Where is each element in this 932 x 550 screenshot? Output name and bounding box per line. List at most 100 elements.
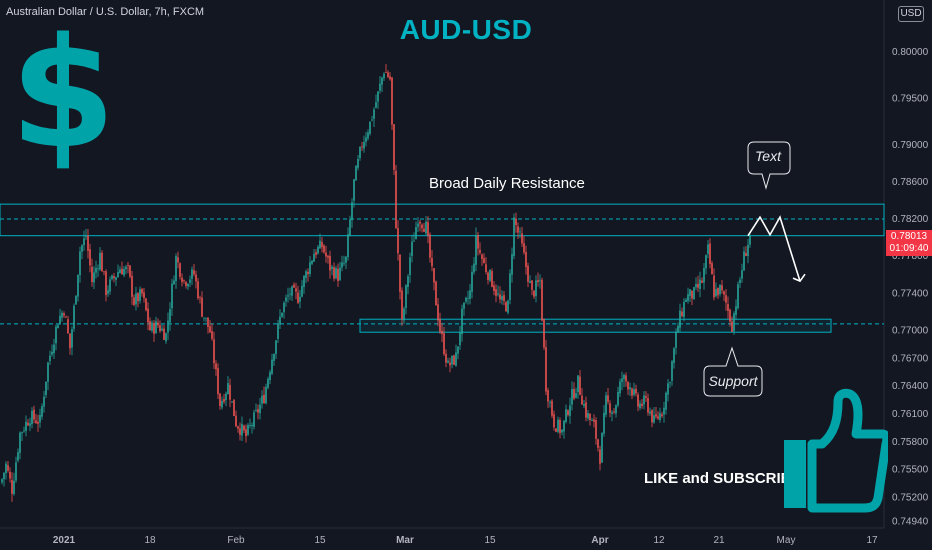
candle bbox=[295, 288, 297, 292]
candle bbox=[7, 465, 9, 471]
candle bbox=[131, 275, 133, 297]
candle bbox=[211, 331, 213, 339]
candle bbox=[143, 292, 145, 299]
candle bbox=[643, 395, 645, 405]
candle bbox=[349, 219, 351, 236]
candle bbox=[47, 362, 49, 382]
candle bbox=[649, 411, 651, 414]
candle bbox=[85, 236, 87, 238]
candle bbox=[437, 304, 439, 321]
candle bbox=[39, 414, 41, 423]
candle bbox=[727, 304, 729, 311]
candle bbox=[225, 393, 227, 401]
candle bbox=[541, 279, 543, 321]
last-price-tag: 0.78013 01:09:40 bbox=[886, 230, 932, 256]
candle bbox=[429, 234, 431, 258]
candle bbox=[255, 409, 257, 411]
y-tick-label: 0.78200 bbox=[892, 214, 929, 225]
candle bbox=[641, 403, 643, 406]
candle bbox=[477, 235, 479, 249]
candle bbox=[155, 321, 157, 334]
y-tick-label: 0.74940 bbox=[892, 517, 929, 528]
candle bbox=[433, 268, 435, 283]
candle bbox=[737, 284, 739, 309]
candle bbox=[329, 255, 331, 271]
candle bbox=[509, 273, 511, 300]
candle bbox=[53, 344, 55, 354]
candle bbox=[115, 277, 117, 280]
candle bbox=[237, 426, 239, 429]
candle bbox=[271, 359, 273, 374]
candle bbox=[361, 146, 363, 148]
candle bbox=[655, 414, 657, 417]
candle bbox=[443, 333, 445, 355]
candle bbox=[669, 382, 671, 384]
candle bbox=[159, 325, 161, 332]
candle bbox=[41, 406, 43, 417]
candle bbox=[705, 255, 707, 269]
y-tick-label: 0.75800 bbox=[892, 437, 929, 448]
candle bbox=[719, 284, 721, 295]
time-axis: 2021 18 Feb 15 Mar 15 Apr 12 21 May 17 bbox=[53, 535, 878, 546]
candle bbox=[285, 297, 287, 302]
y-tick-label: 0.78600 bbox=[892, 177, 929, 188]
currency-badge[interactable]: USD bbox=[898, 6, 924, 22]
candle bbox=[17, 452, 19, 461]
candle bbox=[331, 266, 333, 269]
candle bbox=[351, 202, 353, 220]
candle bbox=[87, 235, 89, 251]
candle bbox=[297, 292, 299, 303]
candle bbox=[229, 384, 231, 400]
candle bbox=[543, 319, 545, 348]
candle bbox=[633, 389, 635, 395]
candle bbox=[185, 282, 187, 286]
candle bbox=[529, 281, 531, 283]
candle bbox=[135, 293, 137, 305]
candle bbox=[91, 266, 93, 283]
candle bbox=[609, 403, 611, 413]
candle bbox=[321, 241, 323, 248]
candle bbox=[183, 280, 185, 282]
candle bbox=[89, 249, 91, 266]
candle bbox=[707, 244, 709, 254]
candle bbox=[99, 252, 101, 270]
candle bbox=[597, 439, 599, 448]
candle bbox=[335, 268, 337, 279]
candle bbox=[397, 228, 399, 254]
candle bbox=[453, 355, 455, 365]
candle bbox=[149, 321, 151, 331]
candle bbox=[299, 296, 301, 302]
candle bbox=[445, 353, 447, 363]
candle bbox=[611, 412, 613, 414]
candle bbox=[571, 388, 573, 405]
candle bbox=[103, 271, 105, 273]
candle bbox=[73, 305, 75, 329]
candle bbox=[293, 284, 295, 288]
candle bbox=[423, 228, 425, 232]
candle bbox=[385, 72, 387, 74]
candle bbox=[125, 266, 127, 270]
candle bbox=[133, 297, 135, 305]
candle bbox=[141, 288, 143, 294]
candle bbox=[497, 293, 499, 295]
candle bbox=[167, 320, 169, 333]
y-tick-label: 0.79000 bbox=[892, 140, 929, 151]
candle bbox=[685, 299, 687, 302]
candle bbox=[173, 280, 175, 285]
candle bbox=[731, 321, 733, 332]
candle bbox=[317, 246, 319, 254]
candle bbox=[197, 281, 199, 299]
candle bbox=[617, 391, 619, 406]
candle bbox=[621, 378, 623, 382]
candle bbox=[371, 119, 373, 121]
candle bbox=[693, 287, 695, 300]
candle bbox=[567, 410, 569, 416]
candle bbox=[261, 395, 263, 404]
candle bbox=[165, 333, 167, 342]
subscribe-callout: LIKE and SUBSCRIBE bbox=[644, 470, 802, 487]
candle bbox=[43, 396, 45, 407]
candle bbox=[579, 376, 581, 395]
candle bbox=[61, 312, 63, 318]
candle bbox=[595, 420, 597, 439]
